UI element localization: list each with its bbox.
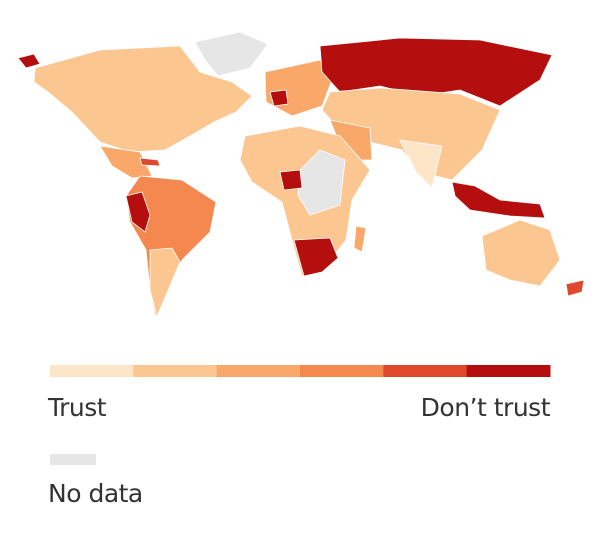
legend-swatch <box>50 365 134 377</box>
legend-high-label: Don’t trust <box>421 393 551 422</box>
france <box>269 89 289 107</box>
caribbean <box>139 157 161 167</box>
legend-swatch <box>466 365 551 377</box>
world-map <box>17 31 585 320</box>
legend-swatch <box>383 365 468 377</box>
madagascar <box>353 225 367 253</box>
legend-low-label: Trust <box>47 393 107 422</box>
new-zealand <box>565 279 585 297</box>
no-data-label: No data <box>48 479 143 508</box>
central-africa <box>297 149 346 216</box>
legend-swatch <box>300 365 384 377</box>
russia <box>319 37 553 107</box>
greenland <box>194 31 269 77</box>
nigeria <box>279 169 303 191</box>
alaska <box>17 53 41 69</box>
southern-africa <box>293 237 339 277</box>
north-america <box>33 45 253 153</box>
southeast-asia <box>451 181 546 219</box>
legend-swatch <box>216 365 301 377</box>
legend: Trust Don’t trust No data <box>47 365 551 508</box>
india <box>399 139 443 189</box>
australia <box>481 219 561 287</box>
peru <box>125 191 151 233</box>
argentina <box>149 247 181 318</box>
no-data-swatch <box>50 454 96 465</box>
legend-swatch <box>133 365 218 377</box>
